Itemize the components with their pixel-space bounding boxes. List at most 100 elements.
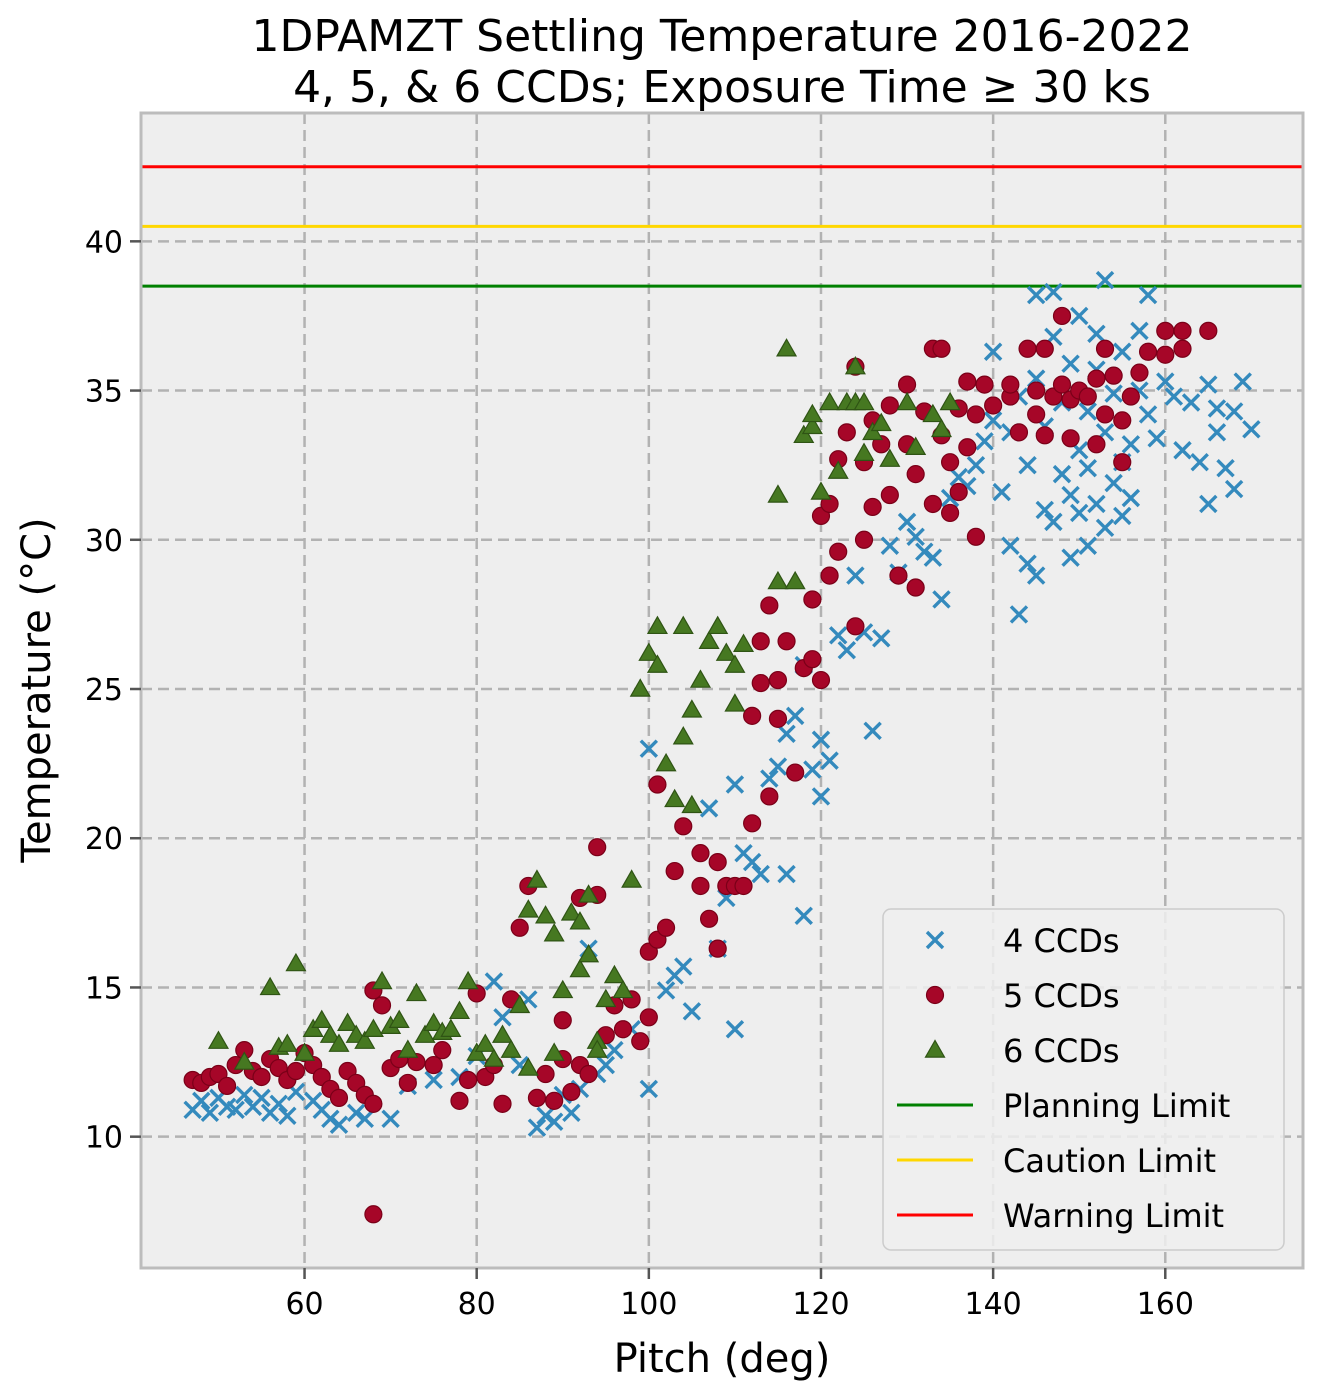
data-point — [664, 788, 686, 808]
legend-item: Planning Limit — [897, 1087, 1230, 1125]
data-point — [760, 769, 779, 788]
data-point — [897, 512, 917, 532]
data-point — [269, 1094, 288, 1114]
data-point — [889, 566, 908, 585]
data-point — [372, 996, 392, 1015]
data-point — [691, 844, 710, 863]
data-point — [1070, 306, 1089, 326]
data-point — [906, 465, 925, 484]
data-point — [1173, 321, 1192, 340]
x-tick-label: 140 — [965, 1287, 1022, 1322]
data-point — [1121, 387, 1140, 406]
data-point — [294, 1042, 316, 1061]
data-point — [612, 979, 634, 999]
data-point — [1224, 479, 1244, 499]
data-point — [362, 1018, 384, 1037]
data-point — [958, 438, 977, 457]
data-point — [767, 484, 789, 503]
data-point — [742, 852, 762, 872]
data-point — [517, 899, 539, 918]
data-point — [535, 905, 557, 924]
data-point — [1173, 339, 1192, 358]
data-point — [1199, 375, 1218, 394]
data-point — [1087, 494, 1106, 514]
data-point — [328, 1033, 350, 1052]
data-point — [905, 436, 927, 455]
data-point — [1095, 518, 1115, 538]
data-point — [286, 1061, 306, 1081]
data-point — [311, 1009, 333, 1029]
data-point — [552, 979, 574, 999]
data-point — [646, 615, 668, 635]
data-point — [656, 981, 676, 1000]
y-tick-label: 20 — [85, 822, 123, 857]
data-point — [364, 1094, 383, 1113]
data-point — [777, 632, 796, 651]
data-point — [527, 1118, 547, 1137]
data-point — [466, 1042, 488, 1061]
data-point — [1001, 375, 1020, 394]
data-point — [803, 590, 822, 609]
data-point — [1207, 399, 1227, 418]
data-point — [424, 1070, 443, 1090]
data-point — [776, 338, 798, 357]
data-point — [1138, 342, 1158, 361]
data-point — [1130, 363, 1149, 382]
data-point — [872, 629, 891, 648]
data-point — [777, 864, 796, 884]
data-point — [613, 1020, 633, 1039]
data-point — [768, 709, 788, 728]
data-point — [1207, 423, 1227, 442]
legend-item: Caution Limit — [897, 1142, 1216, 1180]
data-point — [543, 923, 565, 942]
data-point — [545, 1091, 564, 1110]
data-point — [880, 485, 899, 505]
data-point — [906, 578, 925, 597]
data-point — [958, 372, 977, 391]
data-point — [1009, 605, 1029, 624]
data-point — [1035, 500, 1054, 520]
data-point — [569, 911, 591, 930]
data-point — [880, 396, 899, 415]
data-point — [1173, 441, 1192, 460]
data-point — [854, 530, 874, 549]
data-point — [1113, 506, 1132, 526]
chart-subtitle: 4, 5, & 6 CCDs; Exposure Time ≥ 30 ks — [293, 62, 1151, 113]
data-point — [440, 1018, 462, 1037]
data-point — [588, 838, 607, 857]
data-point — [1035, 426, 1054, 445]
data-point — [1104, 366, 1123, 385]
data-point — [560, 902, 582, 921]
data-point — [631, 1032, 650, 1051]
data-point — [827, 460, 849, 479]
data-point — [743, 706, 762, 725]
legend-label: Planning Limit — [1003, 1087, 1230, 1125]
data-point — [844, 355, 866, 375]
data-point — [192, 1091, 211, 1111]
data-point — [784, 570, 806, 590]
data-point — [493, 1094, 512, 1113]
data-point — [665, 861, 684, 881]
data-point — [699, 799, 719, 818]
data-point — [319, 1024, 341, 1043]
data-point — [1104, 473, 1123, 493]
data-point — [536, 1106, 555, 1125]
y-tick-label: 40 — [85, 225, 123, 260]
data-point — [1181, 393, 1201, 412]
data-point — [820, 751, 839, 770]
data-point — [760, 787, 779, 806]
data-point — [605, 1040, 624, 1060]
data-point — [922, 403, 944, 423]
data-point — [1104, 384, 1123, 403]
data-point — [689, 669, 712, 688]
data-point — [828, 626, 848, 645]
data-point — [1164, 387, 1184, 406]
data-point — [517, 1057, 539, 1076]
data-point — [1018, 554, 1037, 573]
data-point — [1224, 402, 1244, 421]
data-point — [725, 775, 745, 794]
data-point — [1095, 270, 1115, 290]
data-point — [371, 970, 393, 990]
legend-box — [882, 908, 1285, 1251]
data-point — [217, 1076, 237, 1096]
